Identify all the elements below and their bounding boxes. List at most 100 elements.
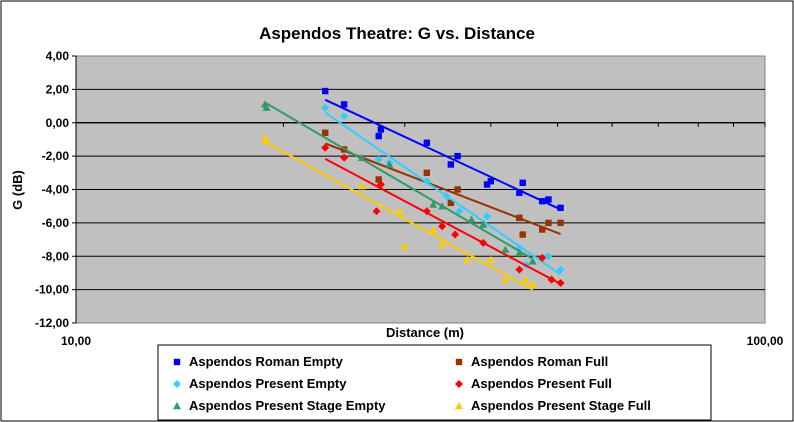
y-tick-label: -6,00 bbox=[42, 216, 70, 230]
data-point bbox=[423, 169, 431, 177]
data-point bbox=[322, 129, 329, 136]
data-point bbox=[545, 219, 552, 227]
data-point bbox=[447, 161, 455, 168]
data-point bbox=[375, 132, 382, 140]
legend-label: Aspendos Roman Empty bbox=[189, 354, 344, 369]
data-point bbox=[479, 238, 488, 247]
y-axis-label: G (dB) bbox=[10, 170, 25, 210]
legend-label: Aspendos Present Full bbox=[471, 376, 612, 391]
data-point bbox=[516, 214, 523, 222]
data-point bbox=[429, 200, 438, 208]
x-axis-label: Distance (m) bbox=[386, 325, 464, 340]
series-group bbox=[322, 87, 564, 212]
data-point bbox=[501, 245, 510, 253]
chart-title: Aspendos Theatre: G vs. Distance bbox=[259, 24, 535, 43]
data-point bbox=[357, 182, 366, 190]
data-point bbox=[438, 202, 447, 210]
data-point bbox=[515, 265, 524, 274]
series-group bbox=[321, 143, 565, 287]
trendline bbox=[264, 101, 534, 260]
data-point bbox=[340, 101, 348, 108]
x-tick-label: 10,00 bbox=[61, 334, 91, 348]
data-point bbox=[422, 177, 431, 186]
data-point bbox=[483, 212, 492, 221]
data-point bbox=[454, 152, 461, 160]
data-point bbox=[340, 153, 349, 162]
data-point bbox=[322, 87, 329, 95]
data-point bbox=[262, 103, 271, 111]
data-point bbox=[321, 103, 330, 112]
y-tick-label: -4,00 bbox=[42, 183, 70, 197]
data-point bbox=[486, 255, 495, 263]
data-point bbox=[262, 137, 271, 145]
series-group bbox=[321, 103, 565, 276]
data-point bbox=[442, 192, 451, 201]
data-point bbox=[375, 176, 382, 183]
data-point bbox=[372, 207, 381, 216]
legend-marker bbox=[455, 380, 463, 388]
data-point bbox=[483, 181, 491, 188]
data-point bbox=[556, 278, 565, 287]
data-point bbox=[357, 153, 366, 161]
data-point bbox=[528, 280, 537, 288]
data-point bbox=[385, 160, 394, 168]
y-tick-label: -2,00 bbox=[42, 149, 70, 163]
data-point bbox=[423, 139, 431, 146]
legend-marker bbox=[455, 358, 463, 366]
data-point bbox=[438, 222, 447, 231]
data-point bbox=[429, 225, 438, 233]
data-point bbox=[422, 207, 431, 216]
data-point bbox=[455, 207, 464, 216]
series-group bbox=[260, 100, 537, 265]
y-tick-label: 2,00 bbox=[46, 82, 70, 96]
data-point bbox=[545, 196, 552, 203]
data-point bbox=[447, 199, 455, 207]
data-point bbox=[467, 215, 476, 223]
legend-box bbox=[157, 344, 712, 421]
data-point bbox=[374, 155, 383, 164]
data-point bbox=[539, 226, 546, 233]
plot-area: 4,00 2,00 0,00 -2,00 -4,00 -6,00 -8,00 -10,00 -1… bbox=[35, 49, 784, 348]
data-point bbox=[321, 143, 330, 152]
data-point bbox=[515, 248, 524, 257]
data-point bbox=[400, 242, 409, 250]
data-point bbox=[528, 257, 537, 265]
data-point bbox=[377, 126, 385, 133]
data-point bbox=[522, 275, 531, 283]
data-point bbox=[438, 240, 447, 248]
data-point bbox=[538, 253, 547, 262]
series-group bbox=[322, 129, 564, 238]
legend: Aspendos Roman Empty Aspendos Roman Full A… bbox=[157, 344, 712, 421]
data-point bbox=[557, 204, 564, 212]
data-point bbox=[556, 265, 565, 274]
legend-label: Aspendos Present Stage Full bbox=[471, 398, 651, 413]
data-point bbox=[395, 207, 404, 215]
y-tick-label: -12,00 bbox=[35, 316, 69, 330]
data-point bbox=[463, 255, 472, 263]
legend-marker bbox=[173, 358, 181, 366]
data-point bbox=[544, 252, 553, 261]
data-point bbox=[539, 197, 546, 205]
data-point bbox=[454, 186, 461, 193]
trendline bbox=[324, 158, 562, 285]
legend-marker bbox=[173, 402, 181, 410]
data-point bbox=[340, 112, 349, 121]
data-point bbox=[519, 231, 526, 238]
data-point bbox=[479, 220, 488, 228]
data-point bbox=[516, 189, 523, 197]
y-tick-label: -10,00 bbox=[35, 283, 69, 297]
series-group bbox=[260, 133, 537, 291]
legend-label: Aspendos Roman Full bbox=[471, 354, 608, 369]
data-point bbox=[547, 275, 556, 284]
trendline bbox=[264, 140, 534, 291]
y-tick-label: 4,00 bbox=[46, 49, 70, 63]
legend-marker bbox=[455, 402, 463, 410]
legend-label: Aspendos Present Empty bbox=[189, 376, 347, 391]
data-point bbox=[501, 275, 510, 283]
legend-label: Aspendos Present Stage Empty bbox=[189, 398, 386, 413]
x-tick-label: 100,00 bbox=[747, 334, 784, 348]
data-point bbox=[557, 219, 564, 227]
data-point bbox=[376, 180, 385, 189]
